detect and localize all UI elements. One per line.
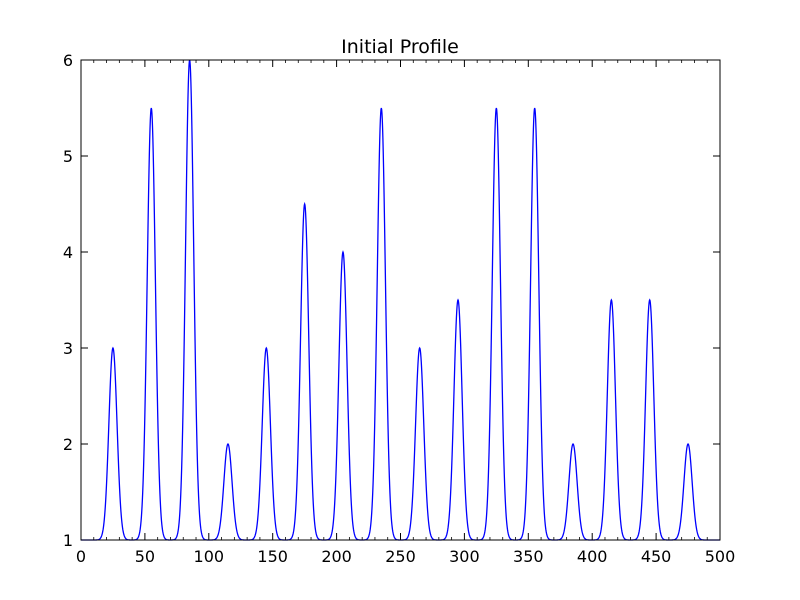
series-line-0: [81, 59, 720, 541]
y-tick-label: 4: [63, 243, 73, 262]
x-tick-label: 250: [385, 547, 416, 566]
y-tick-label: 5: [63, 147, 73, 166]
x-tick-label: 400: [577, 547, 608, 566]
x-tick-label: 50: [135, 547, 155, 566]
y-tick-label: 2: [63, 435, 73, 454]
x-tick-label: 350: [513, 547, 544, 566]
x-tick-label: 150: [257, 547, 288, 566]
chart-title: Initial Profile: [341, 36, 459, 58]
plot-frame: [80, 59, 721, 541]
x-tick-label: 300: [449, 547, 480, 566]
x-tick-label: 100: [194, 547, 225, 566]
x-tick-label: 200: [321, 547, 352, 566]
y-tick-label: 3: [63, 339, 73, 358]
x-tick-label: 450: [641, 547, 672, 566]
x-tick-label: 500: [705, 547, 736, 566]
y-tick-label: 6: [63, 51, 73, 70]
y-tick-label: 1: [63, 531, 73, 550]
x-tick-label: 0: [76, 547, 86, 566]
